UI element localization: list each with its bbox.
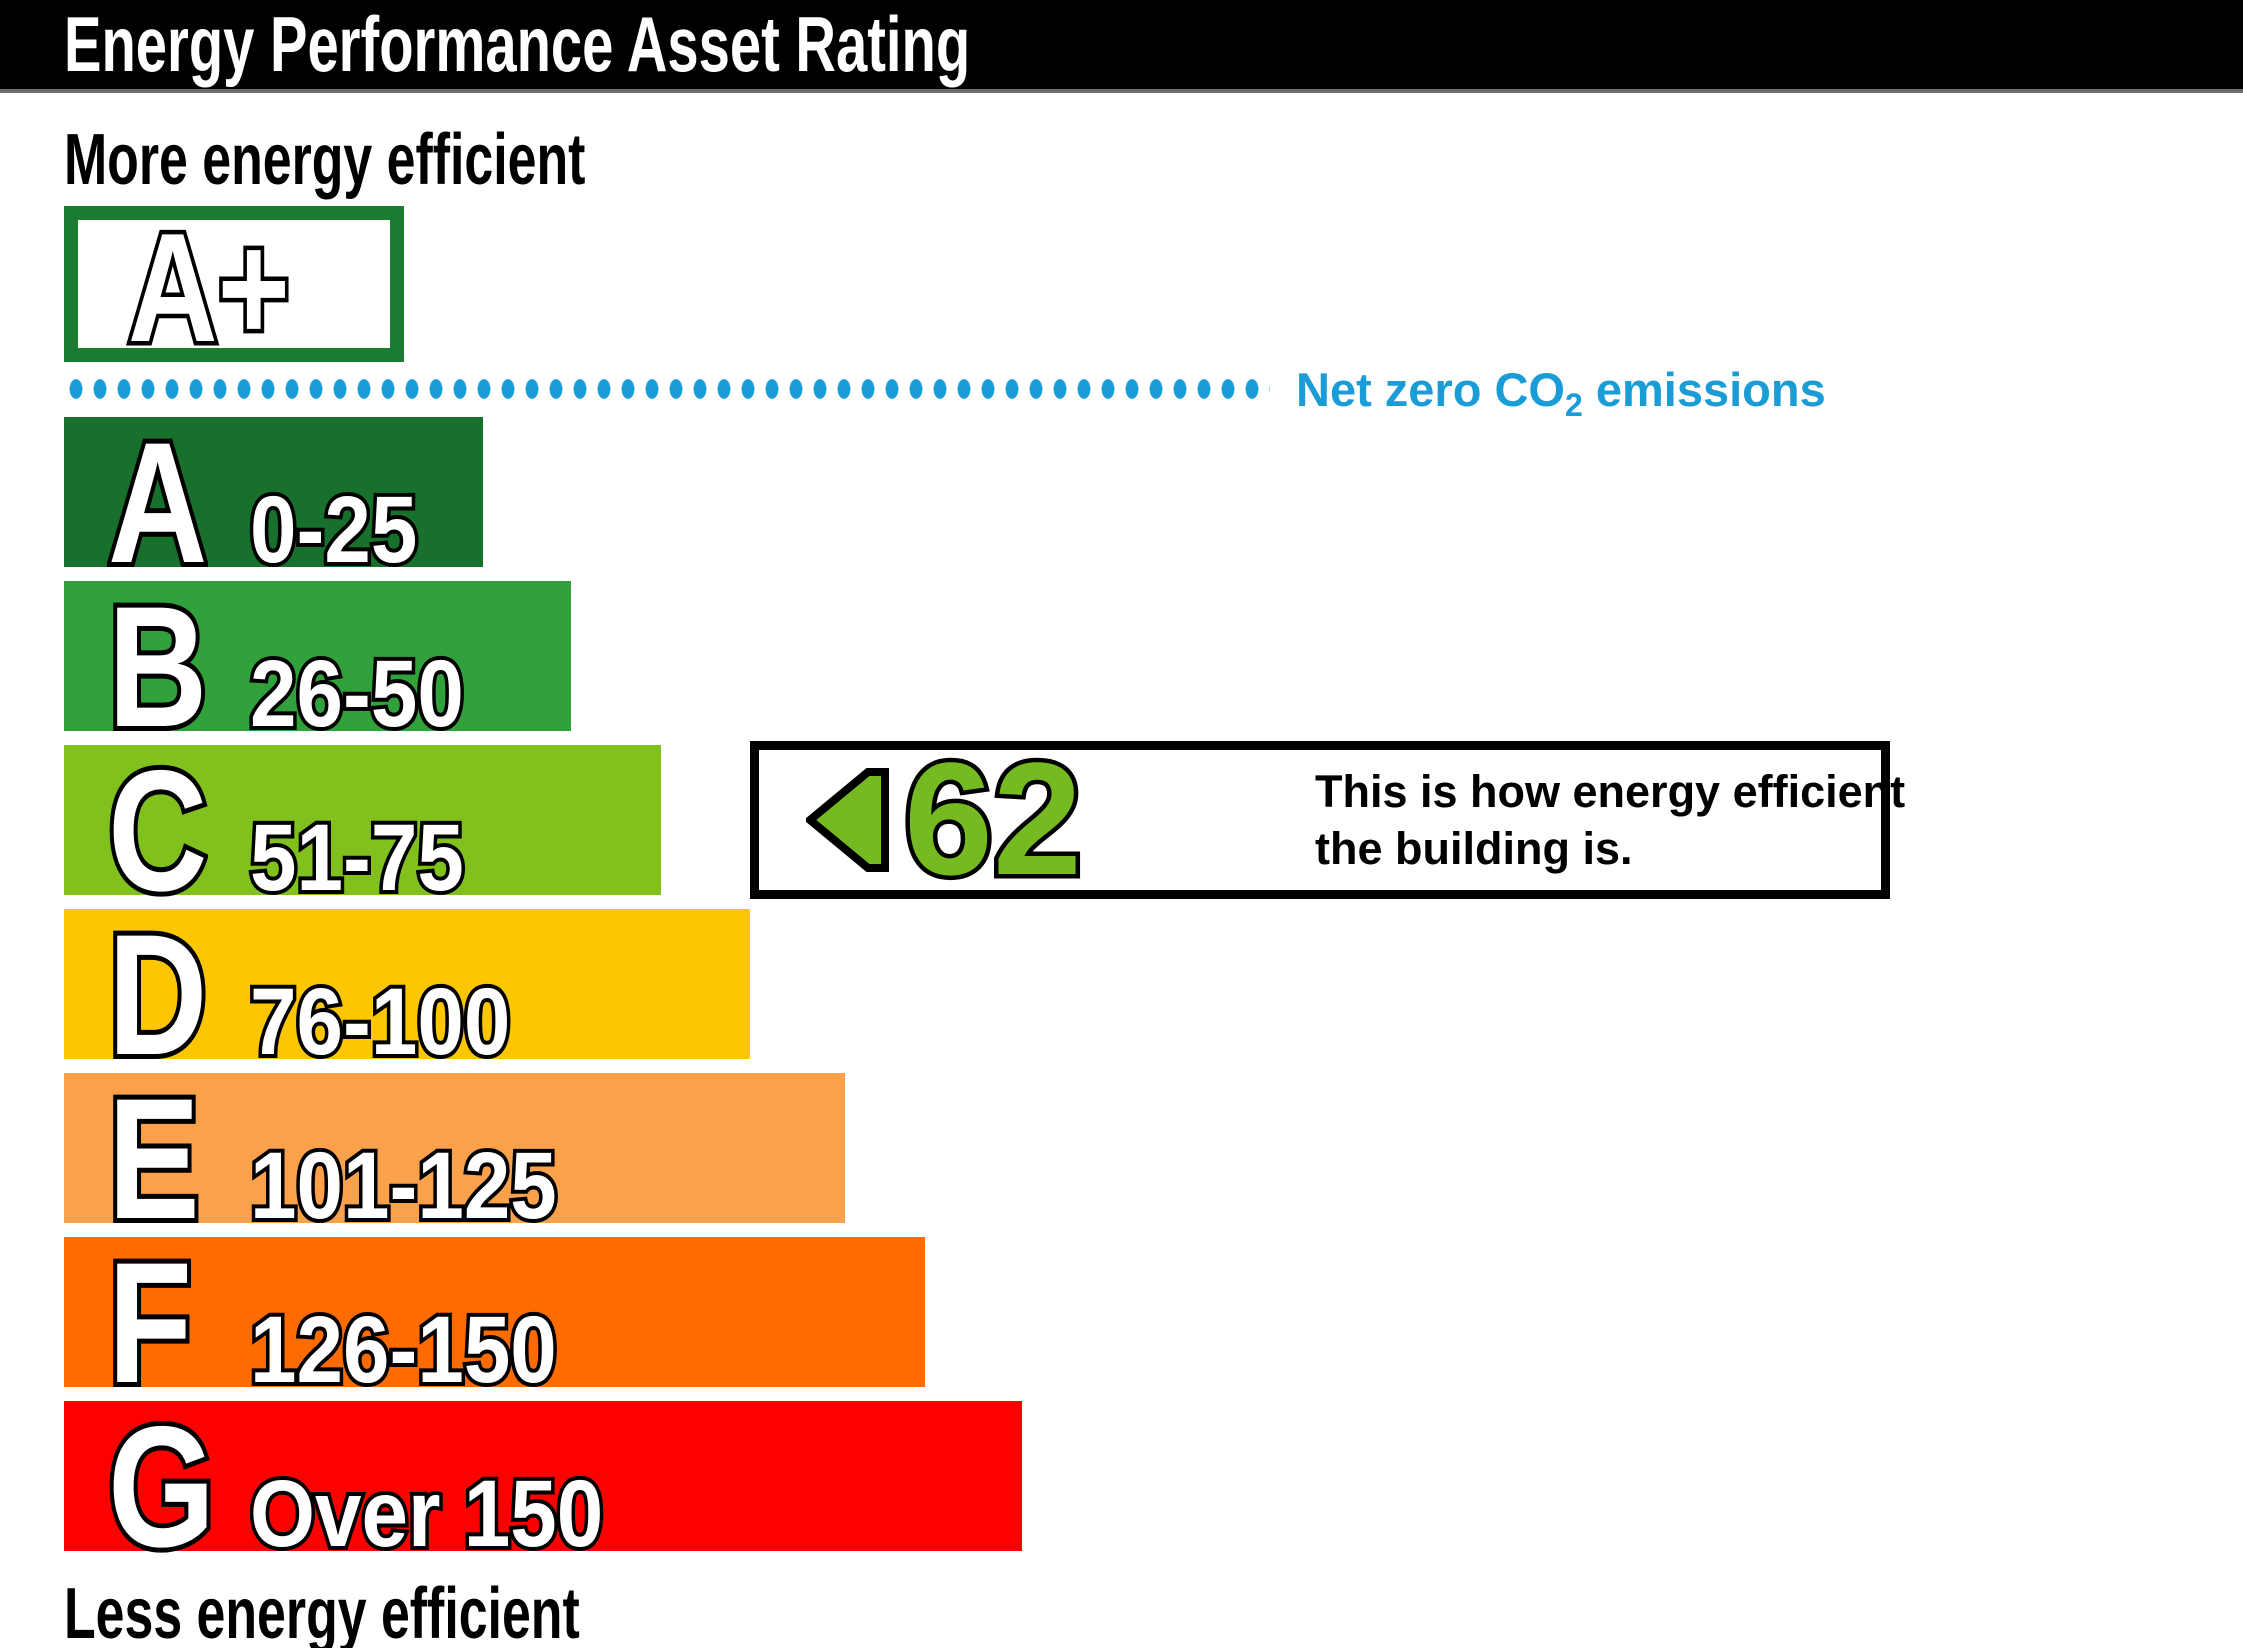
net-zero-dotted-line [64, 378, 1270, 400]
page-title: Energy Performance Asset Rating [64, 0, 971, 88]
band-b-range: 26-50 [246, 641, 467, 747]
band-a-range: 0-25 [246, 477, 420, 583]
band-f: F 126-150 [64, 1232, 925, 1414]
band-a-letter: A [104, 407, 211, 599]
band-a-plus-letter: A+ [124, 201, 293, 374]
band-f-letter: F [104, 1227, 196, 1419]
net-zero-subscript: 2 [1565, 387, 1583, 423]
band-g-range: Over 150 [246, 1461, 606, 1567]
more-energy-efficient-label: More energy efficient [64, 120, 586, 200]
indicator-description: This is how energy efficient the buildin… [1315, 763, 1905, 877]
band-e: E 101-125 [64, 1068, 845, 1250]
current-rating-indicator: 62 This is how energy efficient the buil… [750, 729, 1905, 908]
band-e-letter: E [104, 1063, 204, 1255]
indicator-description-line1: This is how energy efficient [1315, 766, 1906, 817]
less-energy-efficient-label: Less energy efficient [64, 1574, 580, 1648]
band-c-letter: C [104, 735, 211, 927]
current-rating-value: 62 [900, 729, 1087, 908]
band-d: D 76-100 [64, 904, 750, 1086]
net-zero-label: Net zero CO2 emissions [1296, 366, 1826, 421]
band-c-range: 51-75 [246, 805, 467, 911]
band-b-letter: B [104, 571, 211, 763]
band-c: C 51-75 [64, 740, 661, 922]
band-d-letter: D [104, 899, 211, 1091]
band-b: B 26-50 [64, 576, 571, 758]
band-g-letter: G [104, 1391, 219, 1583]
band-e-range: 101-125 [246, 1133, 560, 1239]
band-d-range: 76-100 [246, 969, 513, 1075]
net-zero-prefix: Net zero CO [1296, 363, 1565, 416]
band-a-plus: A+ [64, 201, 404, 374]
net-zero-suffix: emissions [1595, 363, 1826, 416]
header-bar: Energy Performance Asset Rating [0, 0, 2243, 93]
indicator-description-line2: the building is. [1315, 823, 1633, 874]
band-g: G Over 150 [64, 1396, 1022, 1578]
band-f-range: 126-150 [246, 1297, 560, 1403]
band-a: A 0-25 [64, 412, 483, 594]
left-arrow-icon [806, 768, 889, 872]
